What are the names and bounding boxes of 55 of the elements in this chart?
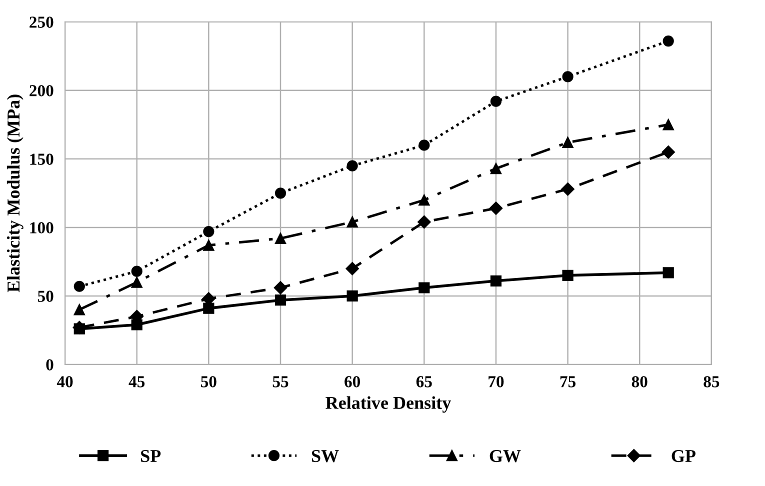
point	[274, 294, 286, 306]
point	[490, 96, 502, 107]
point	[74, 304, 85, 316]
x-tick-label: 40	[56, 376, 73, 388]
point	[562, 270, 574, 281]
x-tick-label: 55	[272, 376, 288, 388]
point	[662, 36, 674, 47]
x-tick-label: 75	[560, 376, 576, 388]
x-tick-label: 70	[488, 376, 504, 388]
point	[274, 188, 286, 199]
x-tick-label: 45	[128, 376, 145, 388]
legend-label: GP	[672, 450, 696, 462]
y-tick-label: 250	[30, 16, 54, 28]
y-tick-label: 0	[46, 359, 54, 370]
point	[346, 216, 358, 228]
point	[346, 290, 358, 302]
y-axis-title: Elasticity Modulus (MPa)	[6, 94, 24, 292]
point	[418, 140, 430, 151]
point	[203, 226, 214, 238]
point	[274, 232, 286, 244]
point	[489, 202, 503, 215]
x-tick-label: 50	[201, 376, 216, 388]
y-tick-label: 150	[30, 154, 54, 165]
legend-label: SW	[312, 450, 339, 462]
y-tick-label: 200	[30, 85, 54, 96]
legend-label: GW	[490, 450, 521, 462]
point	[490, 162, 502, 174]
point	[346, 262, 359, 276]
point	[418, 215, 431, 229]
point	[662, 119, 674, 130]
point	[131, 319, 142, 330]
y-tick-label: 100	[30, 222, 54, 234]
point	[662, 145, 675, 159]
point	[131, 266, 142, 277]
point	[418, 282, 430, 294]
point	[74, 280, 85, 292]
point	[346, 160, 358, 172]
point	[561, 182, 574, 196]
point	[203, 302, 214, 314]
point	[203, 240, 214, 251]
point	[131, 276, 142, 288]
point	[562, 71, 574, 82]
point	[418, 194, 430, 206]
point	[490, 275, 502, 286]
point	[562, 136, 574, 148]
y-tick-label: 50	[38, 290, 54, 302]
point	[662, 267, 674, 278]
point	[274, 281, 288, 294]
x-tick-label: 80	[632, 376, 648, 388]
x-tick-label: 60	[344, 376, 360, 388]
legend-label: SP	[141, 450, 161, 462]
x-tick-label: 65	[416, 376, 432, 388]
x-axis-title: Relative Density	[326, 396, 451, 413]
x-tick-label: 85	[704, 376, 720, 388]
point	[74, 323, 85, 334]
